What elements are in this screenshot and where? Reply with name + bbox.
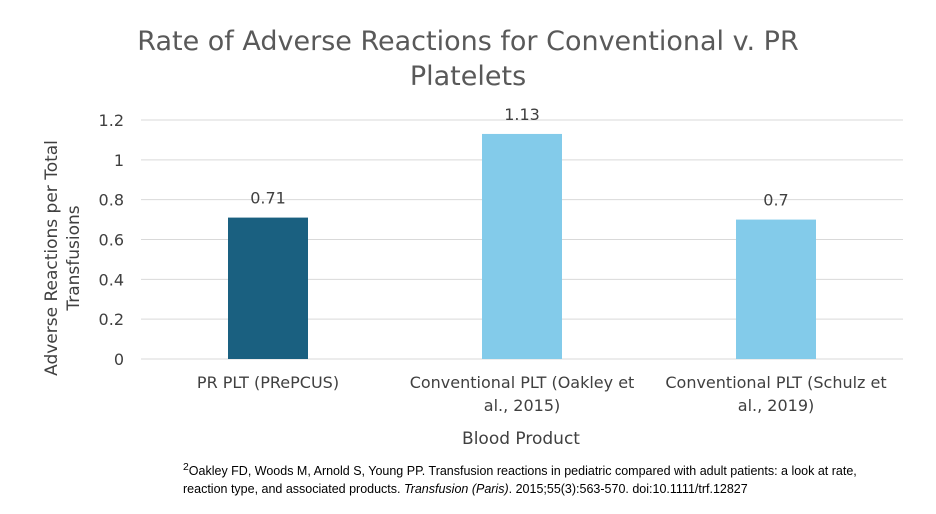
y-tick-label: 0.2 xyxy=(99,310,124,329)
x-category-label: PR PLT (PRePCUS) xyxy=(197,373,339,392)
x-category-label: al., 2019) xyxy=(738,396,814,415)
x-category-label: al., 2015) xyxy=(484,396,560,415)
y-tick-label: 0.6 xyxy=(99,231,124,250)
bar xyxy=(736,219,816,359)
bar xyxy=(482,133,562,359)
x-axis-title: Blood Product xyxy=(462,429,580,449)
chart-title-line-1: Rate of Adverse Reactions for Convention… xyxy=(137,26,798,57)
x-category-label: Conventional PLT (Oakley et xyxy=(410,373,635,392)
y-tick-label: 1 xyxy=(114,151,124,170)
data-label: 0.7 xyxy=(763,191,788,210)
y-tick-label: 0 xyxy=(114,350,124,369)
x-axis-category-labels: PR PLT (PRePCUS) Conventional PLT (Oakley… xyxy=(197,373,887,415)
bar-chart: Rate of Adverse Reactions for Convention… xyxy=(42,26,903,449)
y-axis-title-line-2: Transfusions xyxy=(64,205,84,311)
y-axis-title: Adverse Reactions per Total Transfusions xyxy=(42,140,84,376)
footnote-journal: Transfusion (Paris) xyxy=(403,482,509,497)
footnote-text-part-2: . 2015;55(3):563-570. doi:10.1111/trf.12… xyxy=(508,482,748,497)
y-tick-label: 0.8 xyxy=(99,191,124,210)
y-tick-label: 1.2 xyxy=(99,111,124,130)
data-label: 0.71 xyxy=(250,189,286,208)
footnote-citation: 2Oakley FD, Woods M, Arnold S, Young PP.… xyxy=(183,459,883,498)
data-labels: 0.71 1.13 0.7 xyxy=(250,105,789,210)
footnote-text-part-1: Oakley FD, Woods M, Arnold S, Young PP. … xyxy=(183,464,857,497)
y-axis-tick-labels: 0 0.2 0.4 0.6 0.8 1 1.2 xyxy=(99,111,124,369)
y-tick-label: 0.4 xyxy=(99,270,124,289)
chart-title-line-2: Platelets xyxy=(410,61,526,92)
x-category-label: Conventional PLT (Schulz et xyxy=(665,373,886,392)
bar xyxy=(228,217,308,359)
footnote-superscript: 2 xyxy=(183,462,189,473)
data-label: 1.13 xyxy=(504,105,540,124)
bars xyxy=(228,133,816,359)
y-axis-title-line-1: Adverse Reactions per Total xyxy=(42,140,62,376)
chart-title: Rate of Adverse Reactions for Convention… xyxy=(137,26,798,92)
